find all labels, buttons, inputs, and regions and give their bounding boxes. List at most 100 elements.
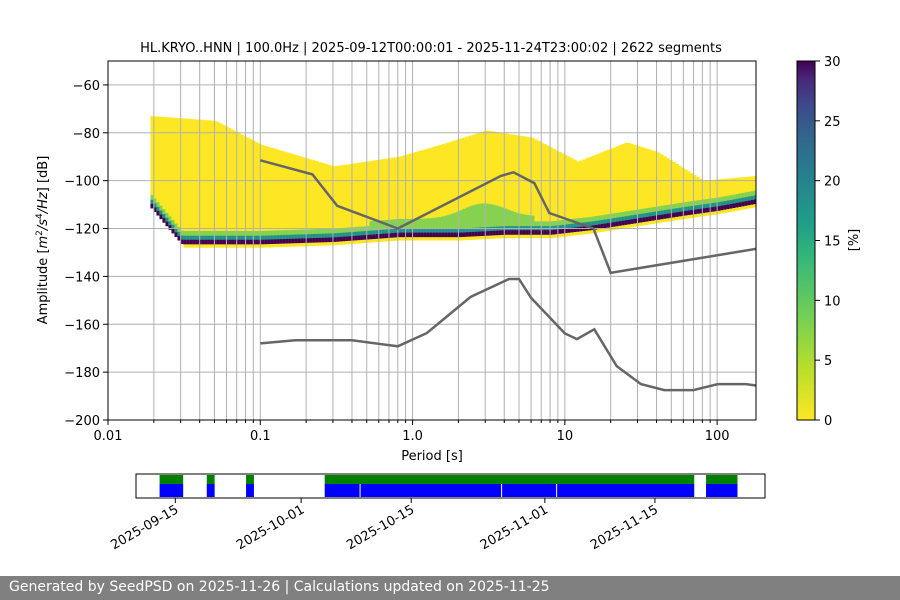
psd-high-band (591, 221, 595, 227)
psd-column (720, 179, 724, 214)
psd-mode-band (441, 232, 445, 238)
psd-column (729, 178, 733, 212)
psd-mode-band (357, 235, 361, 241)
plot-frame (107, 60, 757, 421)
psd-mode-band (162, 218, 166, 223)
psd-column (561, 153, 565, 237)
psd-high-band (339, 232, 343, 238)
psd-column (633, 144, 637, 227)
psd-mid-band (471, 205, 475, 233)
psd-high-band (468, 228, 472, 233)
psd-mode-band (273, 239, 277, 244)
psd-mode-band (384, 233, 388, 239)
psd-high-band (624, 216, 628, 222)
psd-column (459, 138, 463, 241)
psd-column (642, 147, 646, 226)
psd-column (255, 142, 259, 248)
date-tick-label: 2025-09-15 (108, 502, 181, 553)
psd-column (663, 156, 667, 223)
psd-column (666, 158, 670, 222)
psd-mode-band (315, 237, 319, 243)
psd-column (435, 145, 439, 241)
psd-high-band (312, 233, 316, 239)
psd-mode-band (573, 227, 577, 233)
psd-mode-band (405, 232, 409, 238)
psd-high-band (459, 228, 463, 234)
psd-mode-band (687, 210, 691, 216)
psd-column (672, 161, 676, 221)
psd-mode-band (300, 238, 304, 244)
psd-high-band (231, 235, 235, 241)
psd-column (408, 153, 412, 241)
psd-column (426, 148, 430, 241)
psd-mid-band (384, 219, 388, 235)
psd-column (624, 142, 628, 229)
psd-high-band (324, 233, 328, 239)
psd-mode-band (381, 233, 385, 239)
psd-column (291, 154, 295, 247)
psd-high-band (333, 233, 337, 239)
psd-high-band (696, 205, 700, 210)
psd-mode-band (621, 220, 625, 226)
availability-segment (159, 484, 184, 497)
psd-column (273, 148, 277, 248)
psd-mode-band (417, 232, 421, 238)
psd-column (576, 161, 580, 236)
x-tick-label: 1.0 (402, 429, 423, 444)
psd-column (237, 132, 241, 248)
psd-column (252, 140, 256, 248)
psd-high-band (477, 227, 481, 233)
psd-high-band (711, 203, 715, 208)
psd-mode-band (507, 230, 511, 235)
psd-mid-band (450, 213, 454, 234)
psd-mode-band (480, 231, 484, 236)
psd-high-band (378, 229, 382, 235)
psd-mode-band (237, 239, 241, 245)
psd-mode-band (567, 228, 571, 233)
psd-high-band (747, 196, 751, 202)
psd-column (345, 164, 349, 245)
psd-column (495, 132, 499, 239)
psd-mode-band (600, 224, 604, 229)
psd-mid-band (423, 218, 427, 234)
psd-high-band (684, 206, 688, 212)
psd-mode-band (486, 231, 490, 236)
psd-mid-band (375, 220, 379, 235)
psd-high-band (465, 228, 469, 233)
psd-mode-band (477, 231, 481, 237)
date-tick-label: 2025-10-01 (234, 502, 307, 553)
psd-mid-band (438, 216, 442, 234)
psd-high-band (234, 235, 238, 241)
psd-mode-band (705, 207, 709, 213)
psd-column (660, 154, 664, 223)
grid-lines (107, 61, 756, 420)
psd-column (312, 160, 316, 246)
psd-column (450, 141, 454, 241)
psd-column (171, 117, 175, 232)
y-tick-label: −60 (73, 79, 100, 94)
psd-high-band (315, 233, 319, 239)
psd-column (549, 147, 553, 239)
psd-mode-band (552, 229, 556, 235)
psd-column (531, 137, 535, 239)
psd-mode-band (663, 214, 667, 219)
psd-high-band (354, 231, 358, 237)
psd-column (192, 119, 196, 248)
psd-column (471, 134, 475, 240)
psd-mode-band (186, 239, 190, 245)
psd-mode-band (219, 239, 223, 245)
y-tick-label: −140 (64, 270, 100, 285)
psd-high-band (216, 235, 220, 241)
psd-mode-band (336, 237, 340, 242)
psd-column (417, 151, 421, 241)
psd-high-band (426, 228, 430, 234)
psd-column (279, 150, 283, 248)
psd-column (567, 156, 571, 237)
psd-column (597, 153, 601, 233)
psd-mode-band (570, 227, 574, 233)
psd-column (267, 146, 271, 248)
psd-mode-band (519, 230, 523, 235)
psd-mode-band (606, 223, 610, 228)
psd-high-band (555, 225, 559, 231)
psd-high-band (300, 234, 304, 240)
